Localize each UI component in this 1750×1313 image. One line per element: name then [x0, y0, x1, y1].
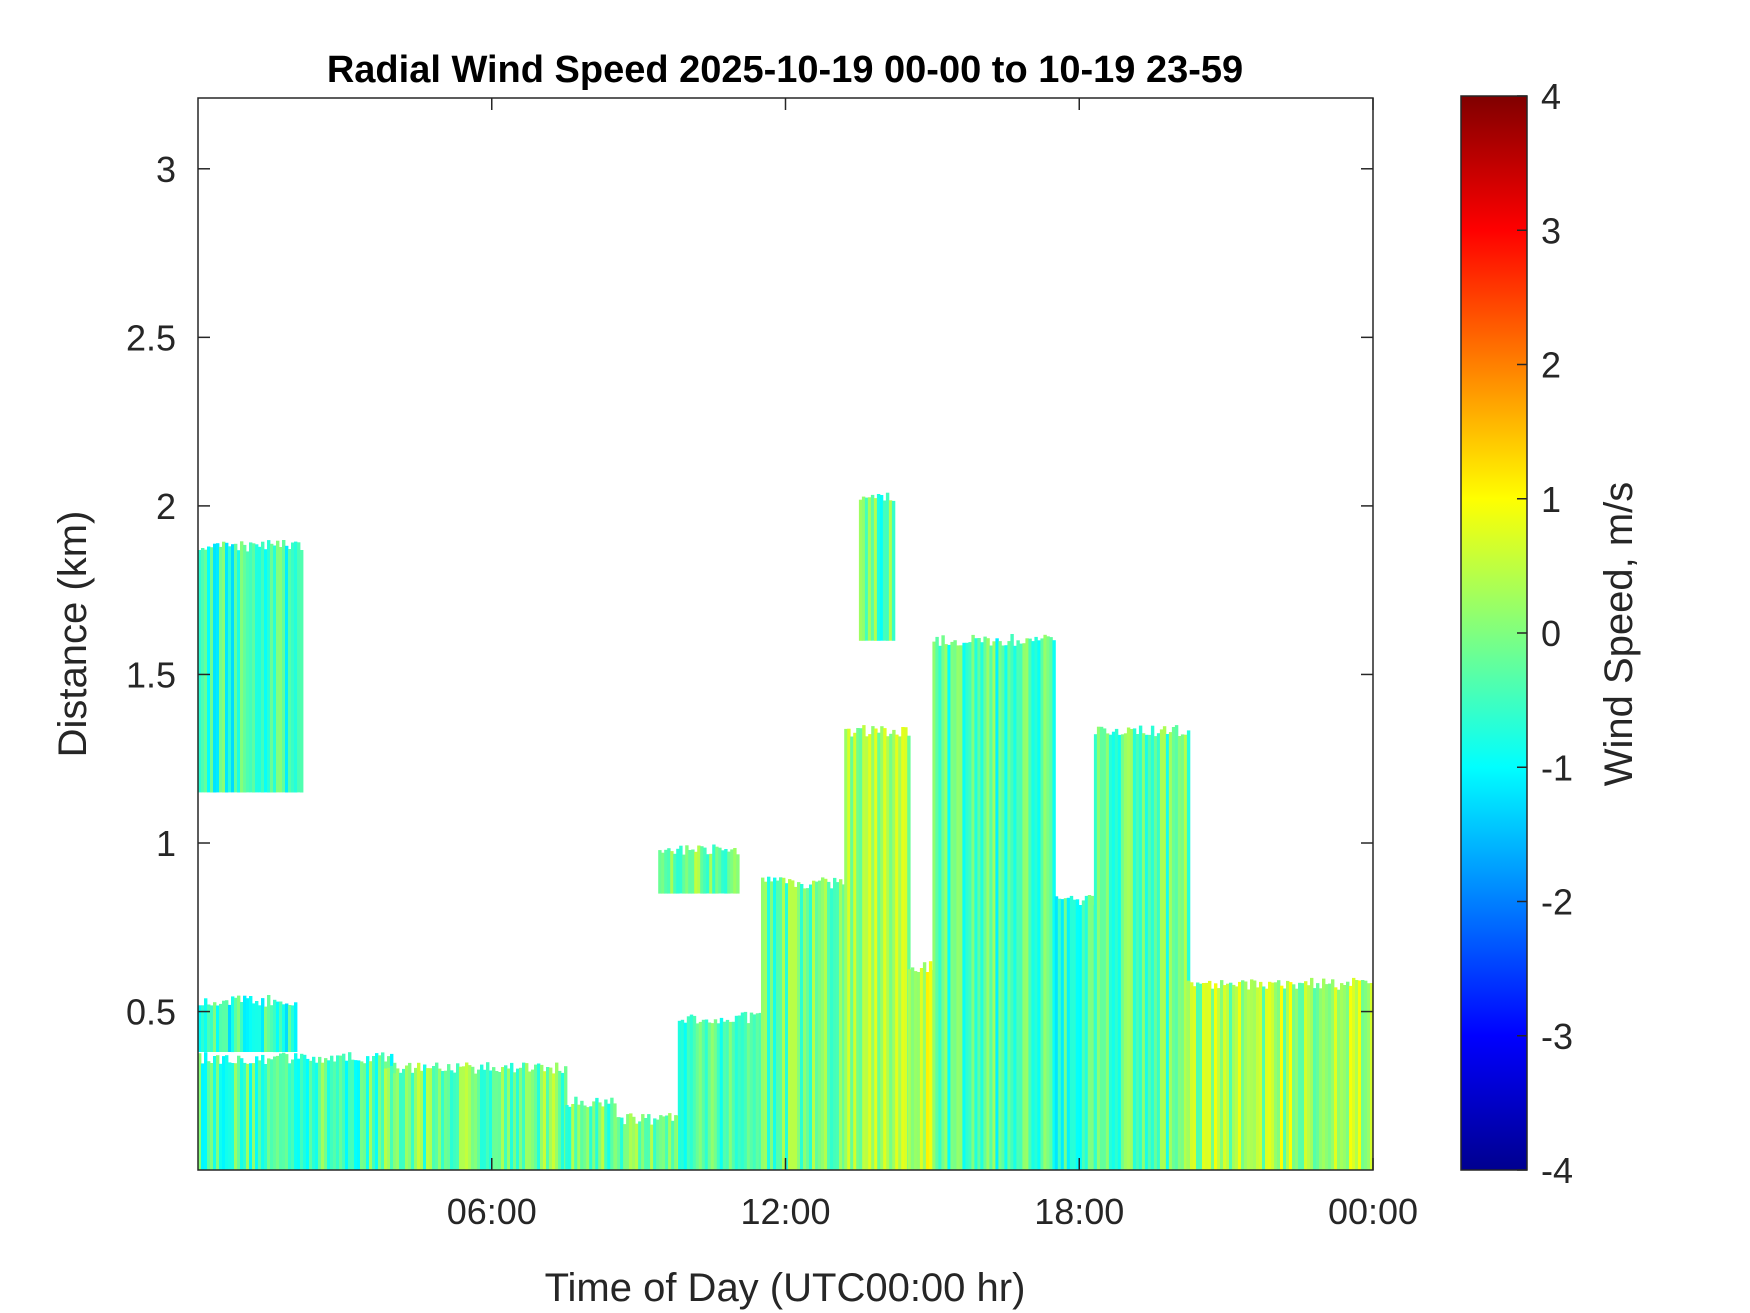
heatmap-cells — [198, 492, 1373, 1170]
colorbar-tick-label: 1 — [1541, 479, 1561, 520]
y-tick-label: 0.5 — [126, 992, 176, 1033]
x-axis: 06:00 12:00 18:00 00:00 — [447, 98, 1418, 1232]
y-axis: 0.5 1 1.5 2 2.5 3 — [126, 149, 1373, 1033]
heat-region — [565, 1096, 617, 1170]
heat-region — [384, 1062, 568, 1170]
x-tick-label: 18:00 — [1034, 1191, 1124, 1232]
heat-region — [761, 876, 846, 1170]
colorbar-tick-label: -2 — [1541, 882, 1573, 923]
x-tick-label: 06:00 — [447, 1191, 537, 1232]
heat-region — [932, 634, 1056, 1170]
heat-region — [198, 540, 304, 793]
y-axis-label: Distance (km) — [51, 511, 95, 758]
colorbar-tick-label: -4 — [1541, 1150, 1573, 1191]
colorbar-tick-label: 2 — [1541, 345, 1561, 386]
colorbar-tick-label: 3 — [1541, 210, 1561, 251]
heat-region — [658, 844, 740, 894]
colorbar-tick-label: 0 — [1541, 613, 1561, 654]
heat-region — [907, 961, 936, 1170]
heat-region — [858, 492, 896, 641]
colorbar-tick-label: -3 — [1541, 1016, 1573, 1057]
y-tick-label: 3 — [156, 149, 176, 190]
heat-region — [844, 725, 911, 1170]
y-tick-label: 2 — [156, 486, 176, 527]
heat-region — [1093, 725, 1191, 1170]
colorbar-label: Wind Speed, m/s — [1597, 482, 1641, 787]
x-axis-label: Time of Day (UTC00:00 hr) — [545, 1266, 1026, 1310]
x-tick-label: 12:00 — [740, 1191, 830, 1232]
heat-region — [677, 1011, 763, 1170]
colorbar-tick-label: -1 — [1541, 747, 1573, 788]
colorbar-tick-label: 4 — [1541, 76, 1561, 117]
y-tick-label: 2.5 — [126, 317, 176, 358]
heat-region — [198, 995, 298, 1053]
y-tick-label: 1 — [156, 823, 176, 864]
heat-region — [198, 1052, 397, 1170]
y-tick-label: 1.5 — [126, 654, 176, 695]
x-tick-label: 00:00 — [1328, 1191, 1418, 1232]
heat-region — [1187, 977, 1373, 1170]
colorbar-ticks: -4 -3 -2 -1 0 1 2 3 4 — [1517, 76, 1573, 1191]
heat-region — [1054, 895, 1098, 1170]
chart-title: Radial Wind Speed 2025-10-19 00-00 to 10… — [327, 49, 1243, 91]
